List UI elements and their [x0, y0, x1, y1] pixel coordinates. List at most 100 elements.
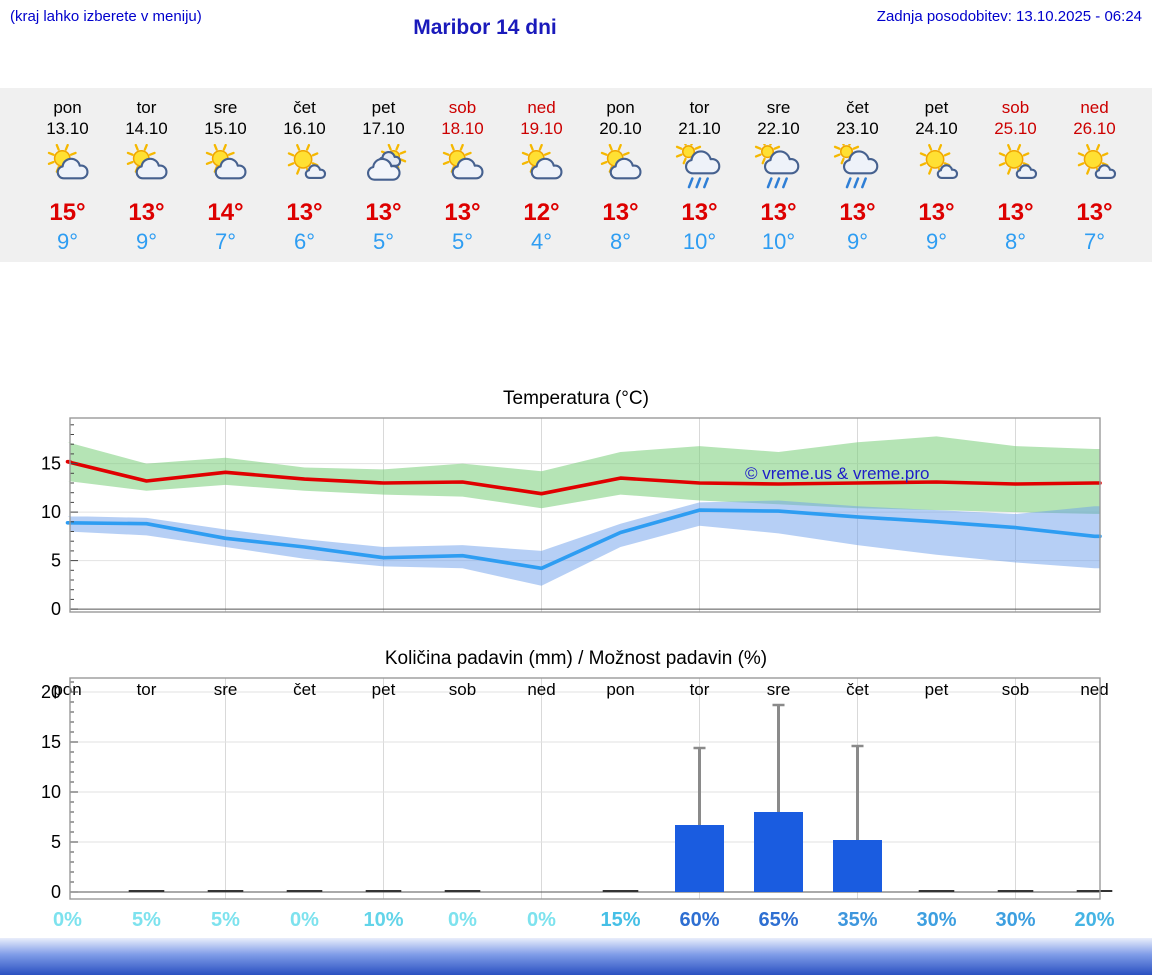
- forecast-day-column[interactable]: ned 26.10 13° 7°: [1055, 98, 1134, 254]
- precip-day-label: tor: [137, 680, 157, 699]
- day-date: 22.10: [757, 119, 800, 138]
- forecast-day-column[interactable]: pet 24.10 13° 9°: [897, 98, 976, 254]
- day-low-temp: 5°: [451, 229, 474, 254]
- precip-trace-bar: [918, 890, 955, 892]
- precip-probability-label: 60%: [679, 909, 719, 930]
- forecast-day-column[interactable]: tor 14.10 13° 9°: [107, 98, 186, 254]
- precip-probability-label: 30%: [995, 909, 1035, 930]
- last-update: Zadnja posodobitev: 13.10.2025 - 06:24: [876, 8, 1142, 25]
- day-high-temp: 13°: [760, 199, 797, 226]
- day-low-temp: 9°: [135, 229, 158, 254]
- day-name: pon: [606, 98, 635, 117]
- precip-trace-bar: [286, 890, 323, 892]
- mostly-sunny-icon: [265, 144, 344, 196]
- day-name: sob: [1001, 98, 1030, 117]
- day-name: ned: [527, 98, 556, 117]
- temperature-chart: 0 5 10 15 © vreme.us & vreme.pro: [0, 416, 1152, 616]
- precip-probability-label: 0%: [290, 909, 319, 930]
- day-low-temp: 7°: [214, 229, 237, 254]
- forecast-day-column[interactable]: pon 13.10 15° 9°: [28, 98, 107, 254]
- precip-day-label: sre: [214, 680, 238, 699]
- day-date: 23.10: [836, 119, 879, 138]
- precip-day-label: sob: [449, 680, 476, 699]
- precip-day-label: pet: [372, 680, 396, 699]
- forecast-day-column[interactable]: tor 21.10 13° 10°: [660, 98, 739, 254]
- day-name: čet: [846, 98, 869, 117]
- y-axis-tick-label: 10: [41, 782, 61, 802]
- precip-day-label: ned: [1080, 680, 1108, 699]
- precip-probability-label: 30%: [916, 909, 956, 930]
- plot-border: [69, 677, 1101, 900]
- rain-icon: [660, 139, 739, 196]
- precipitation-chart-title: Količina padavin (mm) / Možnost padavin …: [384, 648, 768, 669]
- forecast-day-column[interactable]: pon 20.10 13° 8°: [581, 98, 660, 254]
- day-date: 26.10: [1073, 119, 1116, 138]
- max-range-band: [67, 436, 1100, 514]
- y-axis-tick-label: 5: [51, 551, 61, 571]
- day-low-temp: 9°: [56, 229, 79, 254]
- forecast-day-column[interactable]: ned 19.10 12° 4°: [502, 98, 581, 254]
- precip-day-label: pon: [606, 680, 634, 699]
- precip-day-label: sob: [1002, 680, 1029, 699]
- precip-probability-label: 15%: [600, 909, 640, 930]
- precip-trace-bar: [207, 890, 244, 892]
- day-date: 17.10: [362, 119, 405, 138]
- day-date: 19.10: [520, 119, 563, 138]
- menu-hint: (kraj lahko izberete v meniju): [10, 8, 202, 25]
- precip-probability-label: 20%: [1074, 909, 1114, 930]
- precip-probability-label: 5%: [132, 909, 161, 930]
- day-high-temp: 13°: [128, 199, 165, 226]
- mostly-sunny-icon: [897, 144, 976, 196]
- forecast-day-column[interactable]: čet 23.10 13° 9°: [818, 98, 897, 254]
- watermark-link[interactable]: © vreme.us & vreme.pro: [745, 464, 930, 483]
- bottom-gradient-bar: [0, 938, 1152, 975]
- day-date: 25.10: [994, 119, 1037, 138]
- precip-day-label: pon: [53, 680, 81, 699]
- forecast-day-column[interactable]: sob 18.10 13° 5°: [423, 98, 502, 254]
- precip-trace-bar: [997, 890, 1034, 892]
- day-date: 15.10: [204, 119, 247, 138]
- day-date: 21.10: [678, 119, 721, 138]
- precip-trace-bar: [602, 890, 639, 892]
- day-low-temp: 9°: [925, 229, 948, 254]
- day-date: 16.10: [283, 119, 326, 138]
- partly-cloudy-icon: [186, 143, 265, 196]
- rain-icon: [739, 139, 818, 196]
- page-header: (kraj lahko izberete v meniju) Maribor 1…: [0, 0, 1152, 88]
- day-low-temp: 6°: [293, 229, 316, 254]
- forecast-day-column[interactable]: sre 15.10 14° 7°: [186, 98, 265, 254]
- day-high-temp: 14°: [207, 199, 244, 226]
- temp-min-line: [65, 508, 1102, 571]
- day-high-temp: 13°: [286, 199, 323, 226]
- day-high-temp: 13°: [839, 199, 876, 226]
- precip-probability-label: 5%: [211, 909, 240, 930]
- day-name: pet: [371, 98, 396, 117]
- day-name: sre: [766, 98, 791, 117]
- precip-probability-label: 0%: [448, 909, 477, 930]
- y-axis-tick-label: 5: [51, 832, 61, 852]
- day-name: tor: [689, 98, 710, 117]
- day-name: sob: [448, 98, 477, 117]
- precip-probability-label: 0%: [53, 909, 82, 930]
- plot-border: [69, 417, 1101, 613]
- partly-cloudy-icon: [28, 143, 107, 196]
- forecast-day-column[interactable]: čet 16.10 13° 6°: [265, 98, 344, 254]
- day-date: 20.10: [599, 119, 642, 138]
- precip-trace-bar: [444, 890, 481, 892]
- forecast-day-column[interactable]: sob 25.10 13° 8°: [976, 98, 1055, 254]
- y-axis-tick-label: 0: [51, 882, 61, 902]
- day-low-temp: 8°: [1004, 229, 1027, 254]
- mostly-sunny-icon: [1055, 144, 1134, 196]
- precipitation-chart-svg: pon tor sre čet pet sob ned pon tor sre čet pet sob n…: [41, 677, 1115, 930]
- precip-probability-label: 65%: [758, 909, 798, 930]
- y-axis-tick-label: 15: [41, 732, 61, 752]
- forecast-day-column[interactable]: sre 22.10 13° 10°: [739, 98, 818, 254]
- day-high-temp: 12°: [523, 199, 560, 226]
- forecast-day-column[interactable]: pet 17.10 13° 5°: [344, 98, 423, 254]
- precip-trace-bar: [365, 890, 402, 892]
- day-low-temp: 7°: [1083, 229, 1106, 254]
- day-low-temp: 8°: [609, 229, 632, 254]
- day-name: pon: [53, 98, 82, 117]
- precip-day-label: tor: [690, 680, 710, 699]
- temperature-section: Temperatura (°C) 0 5 10 15 © vreme.us & vre…: [0, 386, 1152, 616]
